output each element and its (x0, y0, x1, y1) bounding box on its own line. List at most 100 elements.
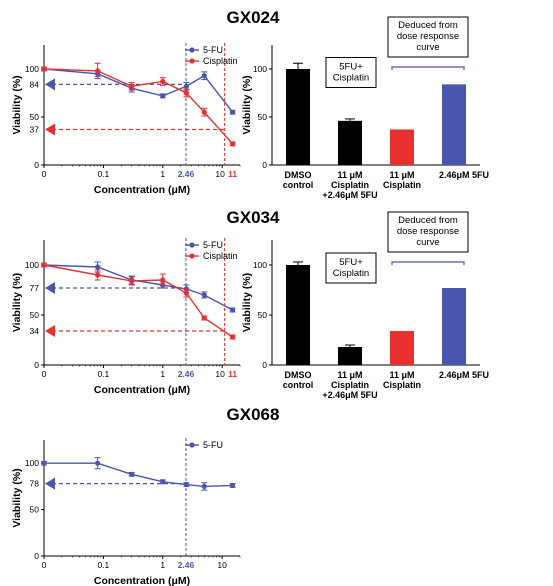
data-point (229, 482, 236, 489)
data-point (183, 290, 189, 296)
guide-arrow (45, 78, 55, 91)
data-point (41, 262, 47, 268)
data-point (201, 483, 207, 489)
guide-x-label: 2.46 (178, 560, 195, 570)
data-point (41, 66, 47, 72)
data-point (201, 73, 207, 79)
x-tick-label: 10 (215, 169, 225, 179)
bar (286, 265, 310, 365)
bar (442, 84, 466, 165)
bar-category-label: Cisplatin (331, 180, 369, 190)
y-tick-label: 100 (25, 458, 39, 468)
x-tick-label: 0 (42, 369, 47, 379)
legend-label: 5-FU (203, 440, 223, 450)
guide-y-label: 77 (30, 283, 40, 293)
combo-note-box (325, 252, 377, 284)
data-point (129, 83, 135, 89)
bar-category-label: DMSO (285, 170, 312, 180)
bar-category-label: Cisplatin (383, 180, 421, 190)
bar-y-tick-label: 0 (262, 360, 267, 370)
bar-y-tick-label: 0 (262, 160, 267, 170)
data-point (41, 460, 47, 466)
guide-arrow (45, 325, 55, 337)
x-axis-label: Concentration (μM) (94, 384, 190, 396)
legend-label: Cisplatin (203, 56, 238, 66)
bar-category-label: 2.46μM 5FU (439, 370, 489, 380)
bar-category-label: 11 μM (337, 370, 362, 380)
y-tick-label: 0 (34, 360, 39, 370)
combo-note-box (325, 56, 377, 88)
bar-category-label: DMSO (285, 370, 312, 380)
data-point (183, 90, 189, 96)
bar-category-label: 11 μM (337, 170, 362, 180)
y-tick-label: 0 (34, 160, 39, 170)
bar-category-label: 11 μM (389, 370, 414, 380)
legend-marker (189, 58, 195, 64)
data-point (183, 481, 189, 488)
legend-label: 5-FU (203, 45, 223, 55)
data-point (201, 315, 207, 321)
data-point (229, 307, 236, 313)
deduced-note-box (387, 16, 469, 58)
guide-arrow (45, 123, 55, 136)
guide-arrow (45, 477, 55, 490)
bar-y-tick-label: 50 (258, 310, 268, 320)
chart-title: GX068 (227, 405, 280, 424)
data-point (160, 78, 166, 85)
deduced-bracket (391, 261, 465, 265)
bar-y-tick-label: 50 (258, 112, 268, 122)
guide-x-label: 11 (228, 169, 237, 179)
y-axis-label: Viability (%) (11, 273, 23, 332)
data-point (183, 83, 189, 89)
chart-title: GX024 (227, 8, 280, 27)
x-axis-label: Concentration (μM) (94, 184, 190, 196)
guide-x-label: 11 (228, 369, 237, 379)
bar (390, 129, 414, 165)
bar-y-axis-label: Viability (%) (241, 75, 253, 134)
x-tick-label: 10 (217, 560, 227, 570)
bar-category-label: 2.46μM 5FU (439, 170, 489, 180)
legend-marker (189, 242, 195, 248)
deduced-note-text: curve (416, 237, 439, 248)
y-tick-label: 100 (25, 64, 39, 74)
bar (286, 69, 310, 165)
bar (390, 331, 414, 365)
deduced-note-text: dose response (397, 31, 459, 42)
bar-category-label: +2.46μM 5FU (322, 390, 377, 400)
x-tick-label: 0.1 (97, 369, 109, 379)
x-tick-label: 1 (160, 560, 165, 570)
combo-note-text: 5FU+ (339, 61, 363, 72)
data-point (160, 479, 166, 485)
x-tick-label: 0 (42, 169, 47, 179)
series-line-Cisplatin (43, 68, 234, 145)
x-tick-label: 1 (160, 169, 165, 179)
x-tick-label: 10 (215, 369, 225, 379)
bar (338, 120, 362, 165)
combo-note-text: 5FU+ (339, 257, 363, 268)
y-tick-label: 50 (30, 112, 40, 122)
data-point (129, 471, 135, 477)
bar-category-label: +2.46μM 5FU (322, 190, 377, 200)
data-point (160, 93, 166, 99)
y-tick-label: 50 (30, 310, 40, 320)
y-axis-label: Viability (%) (11, 75, 23, 134)
bar-y-axis-label: Viability (%) (241, 273, 253, 332)
legend-marker (189, 442, 195, 448)
guide-y-label: 37 (30, 124, 40, 134)
bar-y-tick-label: 100 (253, 64, 267, 74)
data-point (201, 292, 207, 298)
guide-x-label: 2.46 (178, 169, 195, 179)
data-point (201, 109, 207, 115)
guide-y-label: 78 (30, 479, 40, 489)
x-axis-label: Concentration (μM) (94, 575, 190, 586)
bar-category-label: 11 μM (389, 170, 414, 180)
legend-marker (189, 47, 195, 53)
x-tick-label: 0.1 (97, 169, 109, 179)
bar (442, 288, 466, 365)
data-point (229, 141, 236, 147)
guide-arrow (45, 282, 55, 294)
